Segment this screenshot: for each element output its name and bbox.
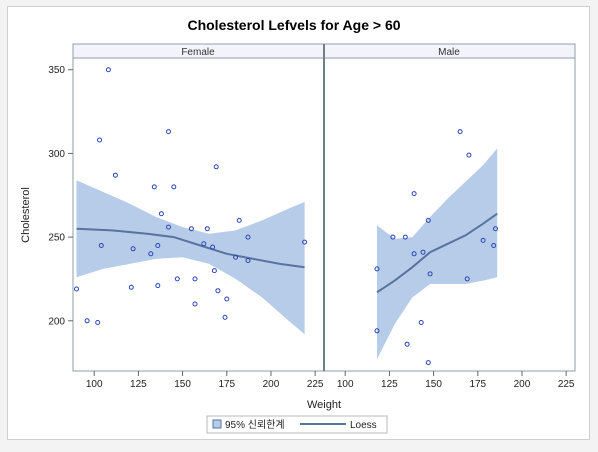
data-point-male [467,153,471,157]
y-axis-label: Cholesterol [20,187,32,243]
data-point-female [156,284,160,288]
data-point-female [75,287,79,291]
data-point-male [412,192,416,196]
confidence-bands [77,148,498,359]
data-point-female [193,302,197,306]
data-point-male [419,321,423,325]
x-tick-label: 125 [130,379,147,390]
legend-line-label: Loess [350,420,377,431]
data-point-female [159,212,163,216]
y-axis: 200 250 300 350 [48,65,73,327]
data-point-female [98,138,102,142]
confidence-band-female [77,180,305,334]
data-point-female [106,68,110,72]
x-tick-label: 100 [337,379,354,390]
data-point-female [212,269,216,273]
confidence-band-male [377,148,497,359]
data-point-female [225,297,229,301]
data-point-female [237,218,241,222]
y-tick-label: 200 [48,316,65,327]
x-tick-label: 200 [514,379,531,390]
data-point-female [223,315,227,319]
chart-container: Cholesterol Lefvels for Age > 60 Female … [7,6,590,440]
data-point-male [458,130,462,134]
legend-band-swatch [213,420,221,428]
panel-label-female: Female [181,47,215,58]
y-tick-label: 250 [48,233,65,244]
data-point-female [175,277,179,281]
data-point-female [205,227,209,231]
data-point-female [96,321,100,325]
y-tick-label: 300 [48,149,65,160]
x-tick-label: 150 [425,379,442,390]
data-point-female [129,285,133,289]
legend: 95% 신뢰한계 Loess [207,416,387,433]
data-point-female [167,130,171,134]
x-axis-label: Weight [307,399,341,411]
legend-band-label: 95% 신뢰한계 [225,419,285,431]
data-point-male [426,361,430,365]
x-tick-label: 225 [307,379,324,390]
panel-chart: Cholesterol Lefvels for Age > 60 Female … [8,7,589,439]
x-tick-label: 100 [86,379,103,390]
x-tick-label: 200 [263,379,280,390]
data-point-female [113,173,117,177]
x-tick-label: 225 [558,379,575,390]
x-tick-label: 150 [174,379,191,390]
data-point-female [172,185,176,189]
x-axis: 100 125 150 175 200 225 100 125 150 175 200 225 [86,371,575,390]
data-point-female [216,289,220,293]
panel-label-male: Male [438,47,460,58]
data-point-female [214,165,218,169]
data-point-female [85,319,89,323]
data-point-female [193,277,197,281]
x-tick-label: 175 [469,379,486,390]
y-tick-label: 350 [48,65,65,76]
chart-title: Cholesterol Lefvels for Age > 60 [187,17,400,33]
x-tick-label: 175 [218,379,235,390]
data-point-female [152,185,156,189]
x-tick-label: 125 [381,379,398,390]
data-point-male [405,342,409,346]
